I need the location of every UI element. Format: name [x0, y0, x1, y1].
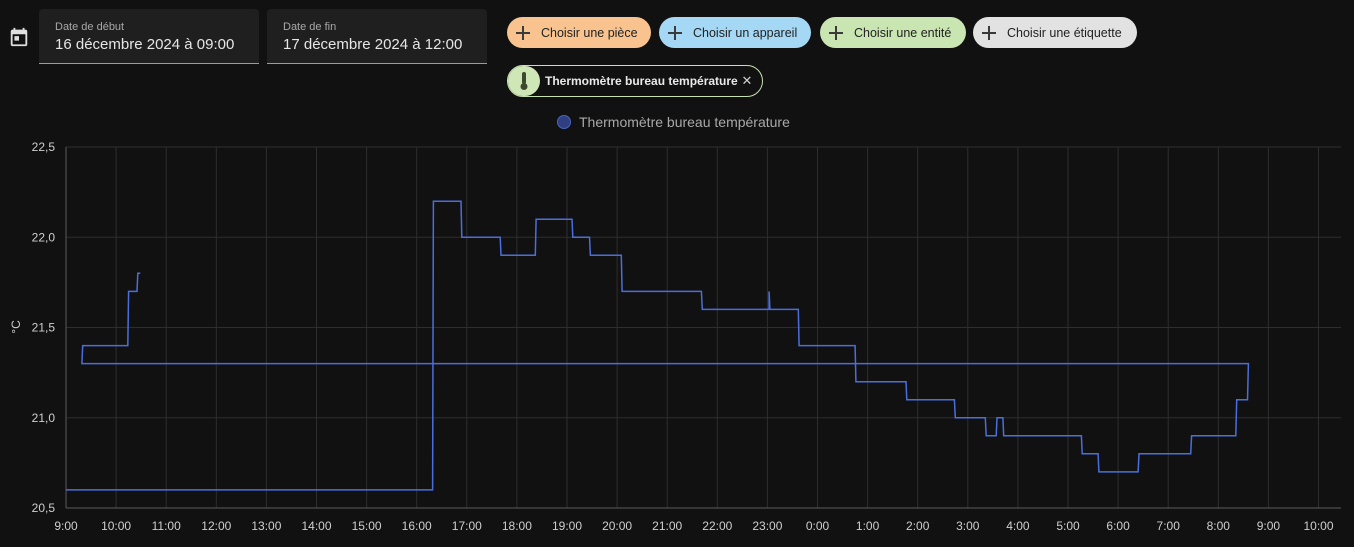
- choose-device-label: Choisir un appareil: [693, 25, 798, 40]
- x-tick-label: 12:00: [201, 519, 231, 533]
- x-tick-label: 20:00: [602, 519, 632, 533]
- choose-device-button[interactable]: Choisir un appareil: [659, 17, 811, 48]
- x-tick-label: 9:00: [1257, 519, 1281, 533]
- x-tick-label: 5:00: [1056, 519, 1080, 533]
- selected-entity-label: Thermomètre bureau température: [545, 74, 738, 88]
- x-tick-label: 1:00: [856, 519, 880, 533]
- x-tick-label: 22:00: [702, 519, 732, 533]
- x-tick-label: 10:00: [1303, 519, 1333, 533]
- end-date-label: Date de fin: [283, 21, 337, 33]
- plus-icon: [515, 25, 531, 41]
- y-tick-label: 20,5: [32, 501, 56, 515]
- end-date-field[interactable]: Date de fin 17 décembre 2024 à 12:00: [267, 9, 487, 64]
- choose-entity-label: Choisir une entité: [854, 25, 952, 40]
- x-tick-label: 4:00: [1006, 519, 1030, 533]
- y-tick-label: 22,5: [32, 140, 56, 154]
- plus-icon: [981, 25, 997, 41]
- x-tick-label: 23:00: [752, 519, 782, 533]
- x-tick-label: 8:00: [1207, 519, 1231, 533]
- x-tick-label: 19:00: [552, 519, 582, 533]
- x-tick-label: 16:00: [402, 519, 432, 533]
- y-tick-label: 21,0: [32, 411, 56, 425]
- start-date-value: 16 décembre 2024 à 09:00: [55, 36, 235, 53]
- x-tick-label: 3:00: [956, 519, 980, 533]
- legend-dot: [557, 115, 571, 129]
- x-tick-label: 15:00: [352, 519, 382, 533]
- y-tick-label: 22,0: [32, 230, 56, 244]
- x-tick-label: 11:00: [152, 519, 181, 533]
- y-tick-label: 21,5: [32, 321, 56, 335]
- calendar-icon[interactable]: [8, 26, 30, 48]
- start-date-label: Date de début: [55, 21, 125, 33]
- x-tick-label: 13:00: [251, 519, 281, 533]
- end-date-value: 17 décembre 2024 à 12:00: [283, 36, 463, 53]
- choose-entity-button[interactable]: Choisir une entité: [820, 17, 966, 48]
- x-tick-label: 21:00: [652, 519, 682, 533]
- choose-room-button[interactable]: Choisir une pièce: [507, 17, 651, 48]
- x-tick-label: 7:00: [1157, 519, 1181, 533]
- x-tick-label: 10:00: [101, 519, 131, 533]
- x-tick-label: 14:00: [301, 519, 331, 533]
- x-tick-label: 2:00: [906, 519, 930, 533]
- x-tick-label: 18:00: [502, 519, 532, 533]
- x-tick-label: 17:00: [452, 519, 482, 533]
- start-date-field[interactable]: Date de début 16 décembre 2024 à 09:00: [39, 9, 259, 64]
- close-icon[interactable]: ✕: [741, 73, 753, 88]
- x-tick-label: 0:00: [806, 519, 830, 533]
- choose-label-button[interactable]: Choisir une étiquette: [973, 17, 1137, 48]
- thermometer-icon: [508, 66, 540, 96]
- selected-entity-chip[interactable]: Thermomètre bureau température ✕: [507, 65, 763, 97]
- legend-label: Thermomètre bureau température: [579, 114, 790, 130]
- y-axis-label: °C: [9, 320, 23, 334]
- plus-icon: [667, 25, 683, 41]
- plus-icon: [828, 25, 844, 41]
- choose-label-label: Choisir une étiquette: [1007, 25, 1122, 40]
- series-line: [66, 200, 1250, 491]
- x-tick-label: 6:00: [1106, 519, 1130, 533]
- choose-room-label: Choisir une pièce: [541, 25, 638, 40]
- x-tick-label: 9:00: [54, 519, 78, 533]
- chart-legend-item[interactable]: Thermomètre bureau température: [557, 114, 790, 130]
